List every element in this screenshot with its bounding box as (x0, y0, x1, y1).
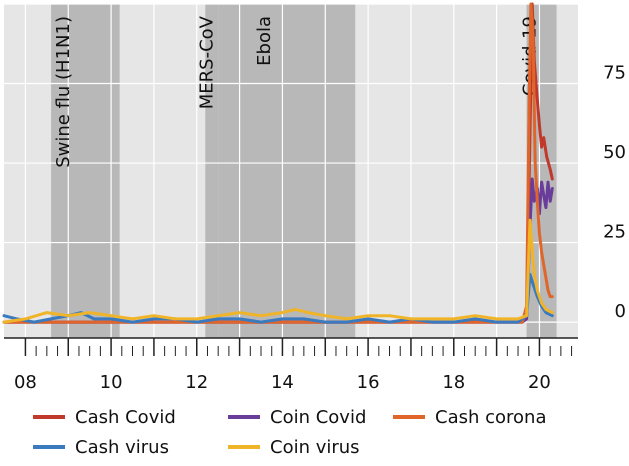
y-axis: 0 25 50 75 100 (592, 0, 626, 322)
legend-label: Cash Covid (75, 406, 176, 428)
event-label: Swine flu (H1N1) (53, 16, 74, 168)
line-chart: Swine flu (H1N1) MERS-CoV Ebola Covid-19 08… (2, 0, 626, 393)
x-tick-label: 16 (357, 372, 380, 393)
legend-swatch (33, 415, 65, 419)
series-line-coin-virus (2, 218, 554, 324)
series-line-cash-corona (2, 2, 554, 324)
legend-item: Coin Covid (228, 404, 366, 430)
legend-label: Coin Covid (270, 406, 367, 428)
legend-item: Cash virus (33, 434, 169, 460)
event-bands (4, 4, 578, 338)
legend-label: Coin virus (270, 436, 360, 458)
y-tick-label: 75 (603, 63, 626, 84)
event-band-2 (218, 4, 356, 338)
legend-item: Cash corona (393, 404, 546, 430)
y-tick-label: 50 (603, 142, 626, 163)
legend-swatch (393, 415, 425, 419)
event-band-0 (51, 4, 120, 338)
event-band-1 (205, 4, 219, 338)
x-tick-label: 10 (100, 372, 123, 393)
legend-item: Coin virus (228, 434, 360, 460)
y-tick-label: 25 (603, 222, 626, 243)
series-lines (2, 2, 554, 324)
legend-label: Cash virus (75, 436, 169, 458)
x-axis: 08 10 12 14 16 18 20 (4, 337, 578, 393)
x-tick-label: 12 (185, 372, 208, 393)
event-label: MERS-CoV (196, 15, 217, 109)
x-tick-label: 08 (14, 372, 37, 393)
legend-item: Cash Covid (33, 404, 176, 430)
legend: Cash Covid Coin Covid Cash corona Cash viru… (20, 404, 620, 464)
legend-label: Cash corona (435, 406, 547, 428)
legend-swatch (228, 415, 260, 419)
y-tick-label: 100 (592, 0, 626, 4)
legend-swatch (33, 445, 65, 449)
x-tick-label: 18 (442, 372, 465, 393)
legend-swatch (228, 445, 260, 449)
event-labels: Swine flu (H1N1) MERS-CoV Ebola Covid-19 (53, 15, 541, 167)
event-label: Ebola (254, 16, 275, 66)
x-tick-label: 20 (528, 372, 551, 393)
y-tick-label: 0 (615, 301, 626, 322)
x-tick-label: 14 (271, 372, 294, 393)
